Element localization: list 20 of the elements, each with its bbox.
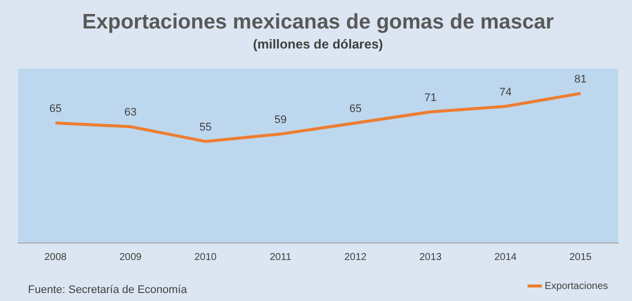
x-tick-label: 2014 [494, 252, 518, 263]
x-tick-label: 2012 [344, 252, 368, 263]
data-label: 71 [424, 92, 437, 104]
chart-subtitle: (millones de dólares) [252, 36, 384, 52]
data-label: 74 [499, 86, 512, 98]
data-label: 63 [124, 106, 137, 119]
x-tick-label: 2013 [419, 252, 442, 263]
x-tick-label: 2011 [270, 252, 292, 263]
legend-label: Exportaciones [544, 280, 608, 292]
x-tick-label: 2010 [194, 252, 218, 263]
source-note: Fuente: Secretaría de Economía [28, 284, 188, 296]
data-label: 65 [49, 103, 62, 115]
x-tick-label: 2008 [44, 252, 68, 263]
x-tick-label: 2009 [119, 252, 142, 263]
data-label: 65 [349, 103, 362, 115]
data-label: 81 [574, 73, 587, 86]
data-label: 55 [199, 121, 212, 134]
chart-title: Exportaciones mexicanas de gomas de mascar [82, 10, 554, 34]
data-label: 59 [274, 114, 287, 126]
x-tick-label: 2015 [569, 252, 592, 263]
